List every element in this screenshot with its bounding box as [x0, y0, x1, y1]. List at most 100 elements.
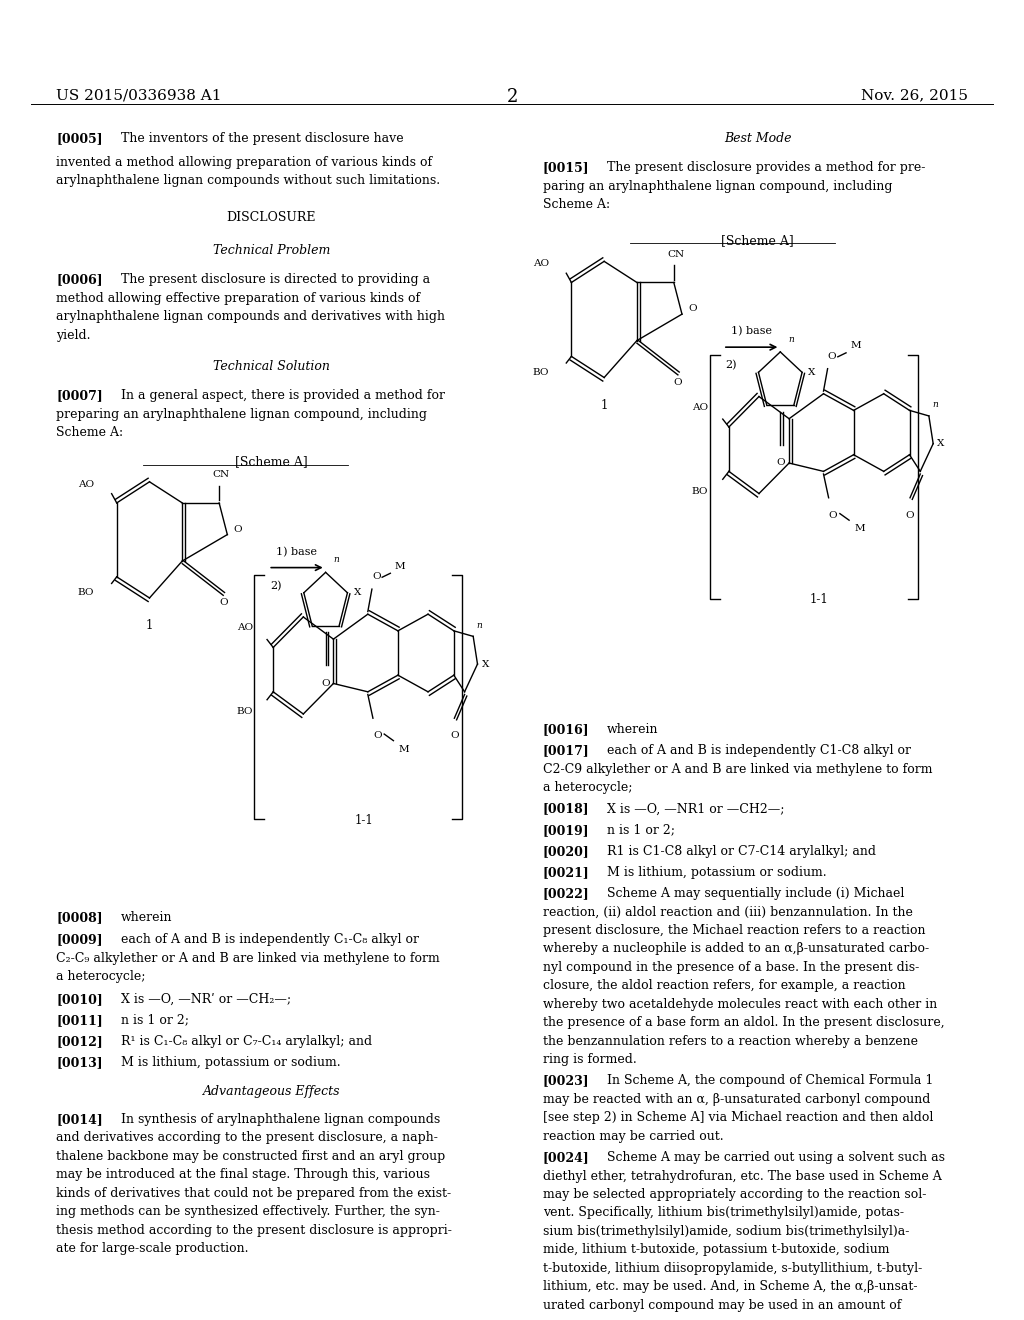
Text: ing methods can be synthesized effectively. Further, the syn-: ing methods can be synthesized effective… [56, 1205, 440, 1218]
Text: Advantageous Effects: Advantageous Effects [203, 1085, 340, 1098]
Text: [0022]: [0022] [543, 887, 590, 900]
Text: R¹ is C₁-C₈ alkyl or C₇-C₁₄ arylalkyl; and: R¹ is C₁-C₈ alkyl or C₇-C₁₄ arylalkyl; a… [121, 1035, 372, 1048]
Text: method allowing effective preparation of various kinds of: method allowing effective preparation of… [56, 292, 421, 305]
Text: CN: CN [668, 249, 684, 259]
Text: X: X [937, 440, 945, 449]
Text: O: O [905, 511, 914, 520]
Text: O: O [219, 598, 227, 607]
Text: O: O [688, 305, 696, 313]
Text: [0013]: [0013] [56, 1056, 103, 1069]
Text: O: O [776, 458, 784, 467]
Text: The present disclosure provides a method for pre-: The present disclosure provides a method… [607, 161, 926, 174]
Text: AO: AO [692, 403, 709, 412]
Text: ring is formed.: ring is formed. [543, 1053, 637, 1067]
Text: Best Mode: Best Mode [724, 132, 792, 145]
Text: nyl compound in the presence of a base. In the present dis-: nyl compound in the presence of a base. … [543, 961, 919, 974]
Text: The inventors of the present disclosure have: The inventors of the present disclosure … [121, 132, 403, 145]
Text: 2): 2) [725, 360, 736, 371]
Text: In synthesis of arylnaphthalene lignan compounds: In synthesis of arylnaphthalene lignan c… [121, 1113, 440, 1126]
Text: reaction, (ii) aldol reaction and (iii) benzannulation. In the: reaction, (ii) aldol reaction and (iii) … [543, 906, 912, 919]
Text: R1 is C1-C8 alkyl or C7-C14 arylalkyl; and: R1 is C1-C8 alkyl or C7-C14 arylalkyl; a… [607, 845, 877, 858]
Text: In a general aspect, there is provided a method for: In a general aspect, there is provided a… [121, 389, 444, 403]
Text: whereby a nucleophile is added to an α,β-unsaturated carbo-: whereby a nucleophile is added to an α,β… [543, 942, 929, 956]
Text: n: n [476, 620, 482, 630]
Text: kinds of derivatives that could not be prepared from the exist-: kinds of derivatives that could not be p… [56, 1187, 452, 1200]
Text: M is lithium, potassium or sodium.: M is lithium, potassium or sodium. [607, 866, 826, 879]
Text: CN: CN [213, 470, 229, 479]
Text: [0024]: [0024] [543, 1151, 590, 1164]
Text: 1: 1 [145, 619, 154, 632]
Text: thalene backbone may be constructed first and an aryl group: thalene backbone may be constructed firs… [56, 1150, 445, 1163]
Text: Scheme A may be carried out using a solvent such as: Scheme A may be carried out using a solv… [607, 1151, 945, 1164]
Text: [0014]: [0014] [56, 1113, 103, 1126]
Text: C2-C9 alkylether or A and B are linked via methylene to form: C2-C9 alkylether or A and B are linked v… [543, 763, 932, 776]
Text: mide, lithium t-butoxide, potassium t-butoxide, sodium: mide, lithium t-butoxide, potassium t-bu… [543, 1243, 889, 1257]
Text: present disclosure, the Michael reaction refers to a reaction: present disclosure, the Michael reaction… [543, 924, 926, 937]
Text: Scheme A:: Scheme A: [56, 426, 124, 440]
Text: n is 1 or 2;: n is 1 or 2; [121, 1014, 188, 1027]
Text: preparing an arylnaphthalene lignan compound, including: preparing an arylnaphthalene lignan comp… [56, 408, 427, 421]
Text: the benzannulation refers to a reaction whereby a benzene: the benzannulation refers to a reaction … [543, 1035, 918, 1048]
Text: X: X [808, 368, 816, 376]
Text: paring an arylnaphthalene lignan compound, including: paring an arylnaphthalene lignan compoun… [543, 180, 892, 193]
Text: arylnaphthalene lignan compounds without such limitations.: arylnaphthalene lignan compounds without… [56, 174, 440, 187]
Text: vent. Specifically, lithium bis(trimethylsilyl)amide, potas-: vent. Specifically, lithium bis(trimethy… [543, 1206, 904, 1220]
Text: BO: BO [532, 368, 549, 376]
Text: [0017]: [0017] [543, 744, 590, 758]
Text: [0015]: [0015] [543, 161, 590, 174]
Text: may be selected appropriately according to the reaction sol-: may be selected appropriately according … [543, 1188, 926, 1201]
Text: M: M [850, 341, 861, 350]
Text: Technical Problem: Technical Problem [213, 244, 330, 257]
Text: n is 1 or 2;: n is 1 or 2; [607, 824, 675, 837]
Text: a heterocycle;: a heterocycle; [543, 781, 632, 795]
Text: wherein: wherein [607, 723, 658, 737]
Text: [0009]: [0009] [56, 933, 103, 946]
Text: each of A and B is independently C1-C8 alkyl or: each of A and B is independently C1-C8 a… [607, 744, 911, 758]
Text: O: O [372, 572, 381, 581]
Text: M: M [398, 744, 410, 754]
Text: t-butoxide, lithium diisopropylamide, s-butyllithium, t-butyl-: t-butoxide, lithium diisopropylamide, s-… [543, 1262, 922, 1275]
Text: may be introduced at the final stage. Through this, various: may be introduced at the final stage. Th… [56, 1168, 430, 1181]
Text: DISCLOSURE: DISCLOSURE [226, 211, 316, 224]
Text: [0012]: [0012] [56, 1035, 103, 1048]
Text: 2): 2) [270, 581, 282, 591]
Text: O: O [828, 511, 838, 520]
Text: O: O [373, 731, 382, 741]
Text: Scheme A may sequentially include (i) Michael: Scheme A may sequentially include (i) Mi… [607, 887, 904, 900]
Text: arylnaphthalene lignan compounds and derivatives with high: arylnaphthalene lignan compounds and der… [56, 310, 445, 323]
Text: yield.: yield. [56, 329, 91, 342]
Text: M is lithium, potassium or sodium.: M is lithium, potassium or sodium. [121, 1056, 340, 1069]
Text: whereby two acetaldehyde molecules react with each other in: whereby two acetaldehyde molecules react… [543, 998, 937, 1011]
Text: [see step 2) in Scheme A] via Michael reaction and then aldol: [see step 2) in Scheme A] via Michael re… [543, 1111, 933, 1125]
Text: M: M [394, 561, 406, 570]
Text: X is —O, —NRʹ or —CH₂—;: X is —O, —NRʹ or —CH₂—; [121, 993, 291, 1006]
Text: the presence of a base form an aldol. In the present disclosure,: the presence of a base form an aldol. In… [543, 1016, 944, 1030]
Text: In Scheme A, the compound of Chemical Formula 1: In Scheme A, the compound of Chemical Fo… [607, 1074, 934, 1088]
Text: [0023]: [0023] [543, 1074, 590, 1088]
Text: 1-1: 1-1 [354, 813, 373, 826]
Text: lithium, etc. may be used. And, in Scheme A, the α,β-unsat-: lithium, etc. may be used. And, in Schem… [543, 1280, 918, 1294]
Text: Nov. 26, 2015: Nov. 26, 2015 [861, 88, 968, 103]
Text: may be reacted with an α, β-unsaturated carbonyl compound: may be reacted with an α, β-unsaturated … [543, 1093, 930, 1106]
Text: AO: AO [78, 480, 94, 488]
Text: n: n [334, 556, 340, 565]
Text: urated carbonyl compound may be used in an amount of: urated carbonyl compound may be used in … [543, 1299, 901, 1312]
Text: BO: BO [237, 708, 253, 717]
Text: [0020]: [0020] [543, 845, 590, 858]
Text: ate for large-scale production.: ate for large-scale production. [56, 1242, 249, 1255]
Text: O: O [450, 731, 459, 741]
Text: O: O [674, 378, 682, 387]
Text: [0019]: [0019] [543, 824, 590, 837]
Text: M: M [854, 524, 865, 533]
Text: n: n [788, 335, 795, 345]
Text: thesis method according to the present disclosure is appropri-: thesis method according to the present d… [56, 1224, 453, 1237]
Text: [0006]: [0006] [56, 273, 103, 286]
Text: Scheme A:: Scheme A: [543, 198, 610, 211]
Text: O: O [827, 351, 837, 360]
Text: [0007]: [0007] [56, 389, 103, 403]
Text: closure, the aldol reaction refers, for example, a reaction: closure, the aldol reaction refers, for … [543, 979, 905, 993]
Text: X: X [353, 589, 361, 597]
Text: BO: BO [78, 589, 94, 597]
Text: [0021]: [0021] [543, 866, 590, 879]
Text: BO: BO [692, 487, 709, 496]
